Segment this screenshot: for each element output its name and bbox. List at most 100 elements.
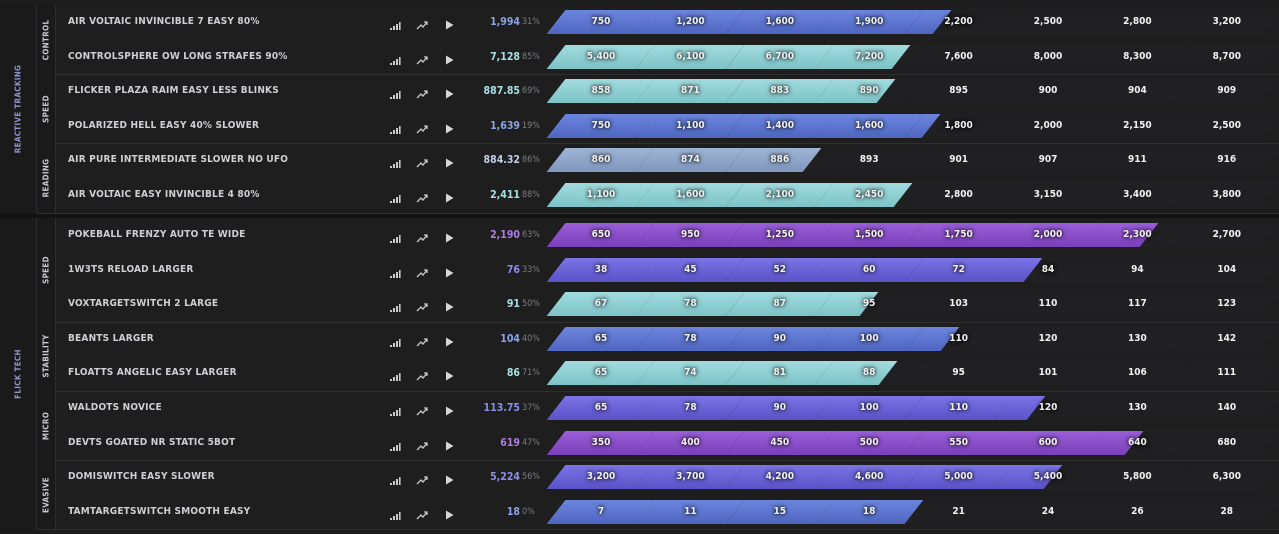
section-label: REACTIVE TRACKING bbox=[0, 5, 37, 213]
trending-up-icon[interactable] bbox=[416, 471, 428, 485]
play-icon[interactable] bbox=[443, 298, 455, 312]
scenario-name[interactable]: AIR PURE INTERMEDIATE SLOWER NO UFO bbox=[68, 154, 289, 166]
group-label: SPEED bbox=[37, 74, 56, 144]
scenario-name[interactable]: 1W3TS RELOAD LARGER bbox=[68, 263, 194, 275]
trending-up-icon[interactable] bbox=[416, 229, 428, 243]
scenario-row[interactable]: DOMISWITCH EASY SLOWER 5,224 56% 3,200 3,700… bbox=[0, 460, 1279, 494]
play-icon[interactable] bbox=[443, 154, 455, 168]
play-icon[interactable] bbox=[443, 471, 455, 485]
scenario-row[interactable]: VOXTARGETSWITCH 2 LARGE 91 50% 67 78 87 95 103 1… bbox=[0, 287, 1279, 321]
signal-bars-icon[interactable] bbox=[389, 120, 401, 134]
rank-threshold-cell: 26 bbox=[1083, 499, 1192, 524]
scenario-row[interactable]: AIR VOLTAIC INVINCIBLE 7 EASY 80% 1,994 31… bbox=[0, 5, 1279, 39]
scenario-row[interactable]: AIR VOLTAIC EASY INVINCIBLE 4 80% 2,411 88… bbox=[0, 178, 1279, 212]
trending-up-icon[interactable] bbox=[416, 264, 428, 278]
scenario-name[interactable]: VOXTARGETSWITCH 2 LARGE bbox=[68, 298, 219, 310]
rank-threshold-value: 111 bbox=[1217, 367, 1237, 379]
rank-threshold-value: 74 bbox=[684, 367, 697, 379]
rank-threshold-value: 78 bbox=[684, 402, 697, 413]
trending-up-icon[interactable] bbox=[416, 402, 428, 416]
scenario-row[interactable]: FLOATTS ANGELIC EASY LARGER 86 71% 65 74 81 88… bbox=[0, 356, 1279, 390]
signal-bars-icon[interactable] bbox=[389, 154, 401, 169]
signal-bars-icon[interactable] bbox=[389, 229, 401, 243]
group-label: MICRO bbox=[37, 391, 56, 461]
rank-threshold-value: 88 bbox=[862, 367, 876, 379]
rank-threshold-value: 550 bbox=[949, 436, 968, 448]
play-icon[interactable] bbox=[443, 189, 455, 203]
trending-up-icon[interactable] bbox=[416, 333, 428, 347]
trending-up-icon[interactable] bbox=[416, 120, 428, 134]
rank-threshold-cell: 893 bbox=[814, 148, 924, 173]
signal-bars-icon[interactable] bbox=[389, 16, 401, 30]
scenario-row[interactable]: CONTROLSPHERE OW LONG STRAFES 90% 7,128 85… bbox=[0, 40, 1279, 74]
scenario-name[interactable]: POLARIZED HELL EASY 40% SLOWER bbox=[68, 119, 260, 131]
trending-up-icon[interactable] bbox=[416, 189, 428, 203]
trending-up-icon[interactable] bbox=[416, 437, 428, 451]
scenario-name[interactable]: AIR VOLTAIC EASY INVINCIBLE 4 80% bbox=[68, 189, 260, 200]
rank-threshold-cell: 907 bbox=[993, 148, 1103, 173]
scenario-name[interactable]: FLICKER PLAZA RAIM EASY LESS BLINKS bbox=[68, 85, 279, 97]
scenario-name[interactable]: WALDOTS NOVICE bbox=[68, 402, 162, 413]
signal-bars-icon[interactable] bbox=[389, 51, 401, 65]
scenario-row[interactable]: BEANTS LARGER 104 40% 65 78 90 100 110 120 130 142 bbox=[0, 322, 1279, 356]
scenario-row[interactable]: 1W3TS RELOAD LARGER 76 33% 38 45 52 60 72 84 94 10… bbox=[0, 253, 1279, 287]
signal-bars-icon[interactable] bbox=[389, 506, 401, 520]
scenario-name[interactable]: FLOATTS ANGELIC EASY LARGER bbox=[68, 367, 237, 379]
rank-threshold-cell: 895 bbox=[904, 79, 1013, 104]
rank-threshold-value: 909 bbox=[1217, 85, 1237, 97]
rank-threshold-cell: 78 bbox=[636, 292, 745, 317]
scenario-row[interactable]: POKEBALL FRENZY AUTO TE WIDE 2,190 63% 650 9… bbox=[0, 218, 1279, 252]
scenario-name[interactable]: CONTROLSPHERE OW LONG STRAFES 90% bbox=[68, 50, 288, 62]
play-icon[interactable] bbox=[443, 506, 455, 520]
group-speed: SPEED bbox=[37, 74, 1279, 145]
trending-up-icon[interactable] bbox=[416, 367, 428, 381]
rank-threshold-cell: 901 bbox=[904, 148, 1013, 173]
play-icon[interactable] bbox=[443, 120, 455, 134]
signal-bars-icon[interactable] bbox=[389, 264, 401, 278]
play-icon[interactable] bbox=[443, 367, 455, 381]
play-icon[interactable] bbox=[443, 229, 455, 243]
scenario-row[interactable]: POLARIZED HELL EASY 40% SLOWER 1,639 19% 75… bbox=[0, 109, 1279, 143]
group-speed: SPEED bbox=[37, 218, 1279, 323]
signal-bars-icon[interactable] bbox=[389, 402, 401, 416]
rank-threshold-value: 78 bbox=[684, 332, 697, 344]
play-icon[interactable] bbox=[443, 16, 455, 30]
play-icon[interactable] bbox=[443, 402, 455, 416]
trending-up-icon[interactable] bbox=[416, 16, 428, 30]
trending-up-icon[interactable] bbox=[416, 85, 428, 99]
signal-bars-icon[interactable] bbox=[389, 471, 401, 486]
scenario-name[interactable]: TAMTARGETSWITCH SMOOTH EASY bbox=[68, 505, 251, 517]
rank-threshold-cell: 1,500 bbox=[814, 223, 924, 247]
scenario-row[interactable]: TAMTARGETSWITCH SMOOTH EASY 18 0% 7 11 15 18 21… bbox=[0, 495, 1279, 529]
scenario-row[interactable]: DEVTS GOATED NR STATIC 5BOT 619 47% 350 400 4… bbox=[0, 426, 1279, 460]
play-icon[interactable] bbox=[443, 85, 455, 99]
trending-up-icon[interactable] bbox=[416, 154, 428, 168]
trending-up-icon[interactable] bbox=[416, 51, 428, 65]
signal-bars-icon[interactable] bbox=[389, 298, 401, 313]
scenario-name[interactable]: AIR VOLTAIC INVINCIBLE 7 EASY 80% bbox=[68, 16, 260, 27]
rank-threshold-cell: 45 bbox=[636, 257, 745, 282]
scenario-name[interactable]: DEVTS GOATED NR STATIC 5BOT bbox=[68, 436, 236, 448]
trending-up-icon[interactable] bbox=[416, 506, 428, 520]
rank-track: 65 78 90 100 110 120 130 142 bbox=[546, 326, 1279, 351]
rank-threshold-value: 2,500 bbox=[1033, 16, 1063, 27]
signal-bars-icon[interactable] bbox=[389, 367, 401, 382]
play-icon[interactable] bbox=[443, 264, 455, 278]
trending-up-icon[interactable] bbox=[416, 298, 428, 312]
signal-bars-icon[interactable] bbox=[389, 85, 401, 100]
scenario-row[interactable]: AIR PURE INTERMEDIATE SLOWER NO UFO 884.3… bbox=[0, 143, 1279, 177]
scenario-row[interactable]: FLICKER PLAZA RAIM EASY LESS BLINKS 887.8… bbox=[0, 74, 1279, 108]
signal-bars-icon[interactable] bbox=[389, 437, 401, 451]
play-icon[interactable] bbox=[443, 437, 455, 451]
signal-bars-icon[interactable] bbox=[389, 189, 401, 203]
rank-threshold-cell: 7 bbox=[546, 499, 656, 524]
scenario-name[interactable]: POKEBALL FRENZY AUTO TE WIDE bbox=[68, 229, 246, 240]
rank-threshold-value: 858 bbox=[591, 85, 611, 97]
scenario-row[interactable]: WALDOTS NOVICE 113.75 37% 65 78 90 100 110 120 13… bbox=[0, 391, 1279, 425]
scenario-name[interactable]: BEANTS LARGER bbox=[68, 332, 154, 344]
signal-bars-icon[interactable] bbox=[389, 333, 401, 347]
play-icon[interactable] bbox=[443, 51, 455, 65]
play-icon[interactable] bbox=[443, 333, 455, 347]
rank-threshold-value: 103 bbox=[949, 298, 968, 310]
scenario-name[interactable]: DOMISWITCH EASY SLOWER bbox=[68, 471, 215, 483]
